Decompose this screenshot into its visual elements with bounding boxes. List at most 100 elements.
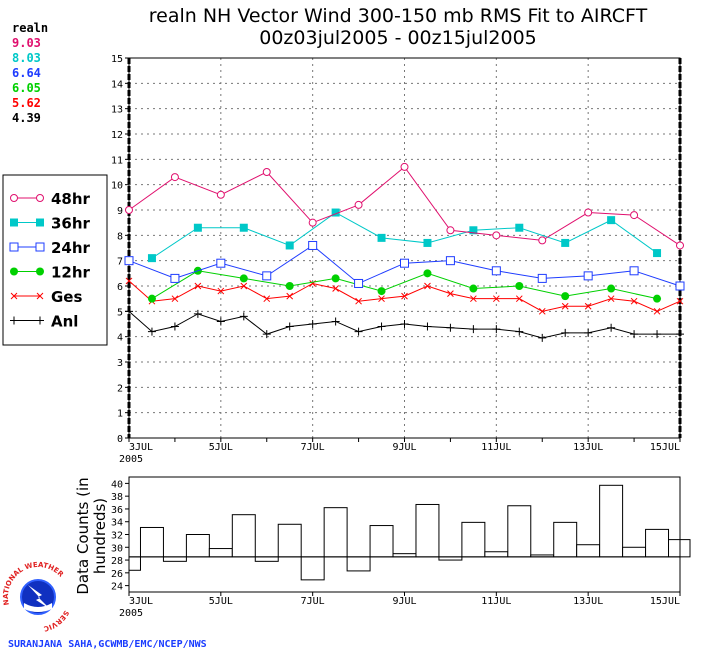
x-tick-label: 5JUL: [209, 442, 233, 453]
data-point-24hr: [170, 273, 180, 283]
data-point-48hr: [125, 206, 133, 214]
count-bar: [553, 521, 578, 558]
data-point-48hr: [170, 173, 179, 182]
legend-label-12hr: 12hr: [51, 264, 91, 282]
counts-x-tick-label: 13JUL: [573, 596, 603, 607]
data-point-anl: [377, 322, 386, 331]
data-point-ges: [447, 290, 454, 297]
data-point-ges: [561, 302, 569, 310]
data-point-anl: [653, 330, 662, 339]
data-point-12hr: [423, 269, 432, 278]
count-bar: [139, 526, 164, 558]
y-tick-label: 2: [117, 383, 123, 394]
data-point-36hr: [193, 223, 202, 232]
legend-label-48hr: 48hr: [51, 190, 91, 208]
stat-anl: 4.39: [12, 111, 41, 125]
legend-marker-12hr: [36, 267, 44, 276]
counts-y-tick-label: 28: [111, 556, 123, 567]
y-tick-label: 4: [117, 333, 123, 344]
legend-label-ges: Ges: [51, 288, 82, 306]
data-point-anl: [423, 322, 432, 331]
data-point-anl: [239, 312, 248, 321]
counts-x-tick-label: 7JUL: [301, 596, 325, 607]
plot-frame: [128, 57, 681, 439]
lightning-icon: [28, 585, 50, 609]
data-point-36hr: [561, 238, 570, 247]
legend: 48hr 36hr 24hr 12hr Ges Anl: [2, 174, 108, 346]
data-point-ges: [401, 292, 408, 300]
data-point-36hr: [331, 208, 340, 217]
count-bar: [599, 484, 624, 558]
count-bar: [484, 551, 509, 558]
x-tick-label: 3JUL: [129, 442, 153, 453]
counts-y-tick-label: 40: [111, 479, 123, 490]
nws-logo: NATIONAL WEATHER SERVICE: [2, 561, 70, 633]
counts-x-tick-label: 11JUL: [481, 596, 511, 607]
count-bar: [185, 534, 210, 558]
data-point-48hr: [400, 162, 409, 171]
count-bar: [254, 556, 279, 562]
data-point-36hr: [377, 233, 386, 242]
data-point-24hr: [354, 278, 364, 288]
data-point-ges: [171, 295, 179, 303]
data-point-12hr: [331, 274, 340, 283]
series-48hr: [125, 162, 684, 250]
series-24hr: [124, 240, 685, 291]
counts-x-tick-label: 15JUL: [650, 596, 680, 607]
data-point-36hr: [653, 249, 662, 258]
stats-header: realn: [12, 21, 48, 35]
legend-marker-48hr: [10, 194, 18, 202]
data-point-48hr: [216, 190, 225, 199]
y-tick-label: 9: [117, 206, 123, 217]
data-point-12hr: [377, 287, 386, 296]
count-bar: [162, 556, 187, 562]
counts-y-tick-label: 24: [111, 582, 123, 593]
count-bar: [300, 556, 325, 581]
data-point-anl: [331, 317, 340, 326]
data-point-48hr: [538, 236, 547, 245]
data-point-ges: [538, 307, 546, 315]
count-bar: [576, 544, 601, 558]
legend-label-36hr: 36hr: [51, 215, 91, 233]
data-point-12hr: [607, 284, 616, 293]
count-bar: [323, 507, 348, 558]
series-ges: [125, 277, 684, 315]
data-point-36hr: [147, 254, 156, 263]
data-point-36hr: [469, 226, 478, 235]
count-bar: [128, 556, 141, 571]
y-tick-label: 1: [117, 409, 123, 420]
data-point-12hr: [239, 274, 248, 283]
x-tick-label: 13JUL: [573, 442, 603, 453]
legend-marker-36hr: [36, 218, 44, 227]
y-tick-label: 8: [117, 231, 123, 242]
legend-marker-ges: [10, 292, 18, 300]
data-point-anl: [446, 323, 455, 332]
data-point-anl: [561, 328, 570, 337]
counts-y-tick-label: 34: [111, 518, 123, 529]
data-point-12hr: [515, 282, 524, 290]
data-point-24hr: [445, 256, 455, 266]
y-tick-label: 7: [117, 257, 123, 268]
count-bar: [461, 521, 486, 558]
counts-x-year-label: 2005: [119, 608, 143, 619]
data-point-anl: [676, 330, 684, 339]
count-bar: [645, 528, 670, 558]
data-point-24hr: [262, 271, 272, 281]
count-bar: [507, 505, 532, 558]
legend-box: [2, 174, 108, 346]
legend-marker-24hr: [9, 242, 19, 252]
data-point-12hr: [653, 294, 662, 303]
counts-y-tick-label: 36: [111, 505, 123, 516]
x-tick-label: 11JUL: [481, 442, 511, 453]
count-bar: [622, 546, 647, 558]
count-bar: [277, 523, 302, 558]
legend-label-anl: Anl: [51, 313, 78, 331]
counts-ylabel: Data Counts (in hundreds): [74, 477, 109, 595]
data-point-48hr: [262, 168, 271, 176]
data-point-48hr: [446, 226, 455, 235]
data-point-24hr: [629, 266, 639, 276]
legend-marker-48hr: [36, 194, 44, 202]
data-point-12hr: [469, 284, 478, 293]
